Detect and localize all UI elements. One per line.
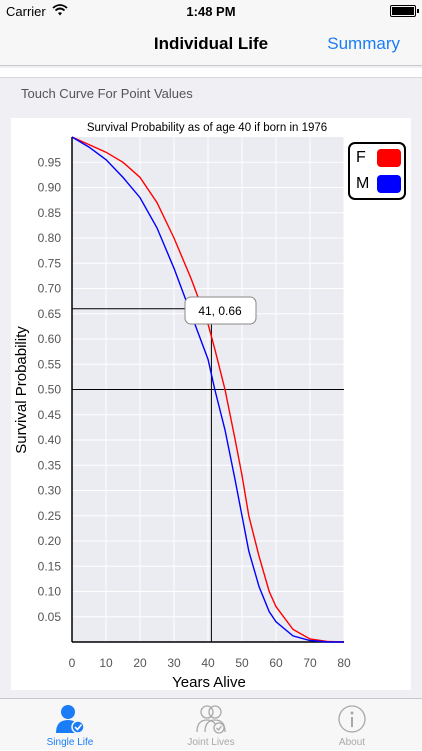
y-axis-label: Survival Probability: [13, 326, 30, 454]
battery-icon: [390, 5, 419, 17]
y-tick-label: 0.45: [38, 408, 62, 422]
y-tick-label: 0.20: [38, 534, 62, 548]
x-tick-label: 20: [133, 656, 147, 670]
legend-swatch-f: [377, 149, 401, 167]
y-tick-label: 0.80: [38, 231, 62, 245]
summary-button[interactable]: Summary: [327, 34, 400, 53]
y-tick-label: 0.40: [38, 433, 62, 447]
legend-label-m: M: [356, 175, 370, 192]
x-axis-label: Years Alive: [172, 674, 246, 691]
single-person-icon: [56, 705, 85, 734]
tab-about-label: About: [338, 737, 366, 748]
y-tick-label: 0.15: [38, 559, 62, 573]
tab-joint-lives-label: Joint Lives: [187, 737, 235, 748]
chart-legend: F M: [348, 142, 406, 200]
x-tick-label: 10: [99, 656, 113, 670]
y-tick-label: 0.35: [38, 458, 62, 472]
tab-bar: Single Life Joint Lives About: [0, 698, 422, 750]
y-tick-label: 0.30: [38, 484, 62, 498]
y-tick-label: 0.10: [38, 585, 62, 599]
y-tick-label: 0.55: [38, 357, 62, 371]
x-tick-label: 60: [269, 656, 283, 670]
y-tick-label: 0.75: [38, 256, 62, 270]
x-tick-label: 70: [303, 656, 317, 670]
y-tick-label: 0.05: [38, 610, 62, 624]
header-strip: [0, 68, 422, 78]
y-tick-label: 0.50: [38, 383, 62, 397]
page-title: Individual Life: [153, 34, 269, 53]
wifi-icon: [52, 4, 68, 16]
series-line-m: [71, 136, 344, 643]
chart-title: Survival Probability as of age 40 if bor…: [87, 122, 327, 134]
y-tick-label: 0.90: [38, 181, 62, 195]
x-tick-label: 80: [337, 656, 351, 670]
y-tick-label: 0.85: [38, 206, 62, 220]
crosshair-value-label: 41, 0.66: [198, 304, 242, 318]
tab-single-life-label: Single Life: [46, 737, 94, 748]
y-tick-label: 0.25: [38, 509, 62, 523]
carrier-label: Carrier: [6, 4, 46, 19]
x-tick-label: 40: [201, 656, 215, 670]
touch-hint-label: Touch Curve For Point Values: [21, 86, 193, 101]
legend-label-f: F: [356, 149, 366, 166]
y-tick-label: 0.60: [38, 332, 62, 346]
legend-swatch-m: [377, 175, 401, 193]
x-tick-label: 0: [69, 656, 76, 670]
tab-single-life[interactable]: Single Life: [0, 699, 140, 751]
y-tick-label: 0.95: [38, 155, 62, 169]
crosshair-value-bubble: [184, 296, 257, 325]
two-people-icon: [196, 705, 226, 734]
x-tick-label: 30: [167, 656, 181, 670]
navigation-bar: Individual Life Summary: [0, 22, 422, 66]
status-bar: Carrier 1:48 PM: [0, 0, 422, 22]
y-tick-label: 0.70: [38, 282, 62, 296]
status-time: 1:48 PM: [186, 4, 236, 19]
y-tick-label: 0.65: [38, 307, 62, 321]
series-line-f: [71, 136, 345, 643]
tab-joint-lives[interactable]: Joint Lives: [141, 699, 281, 751]
x-tick-label: 50: [235, 656, 249, 670]
info-icon: [338, 705, 366, 733]
tab-about[interactable]: About: [282, 699, 422, 751]
